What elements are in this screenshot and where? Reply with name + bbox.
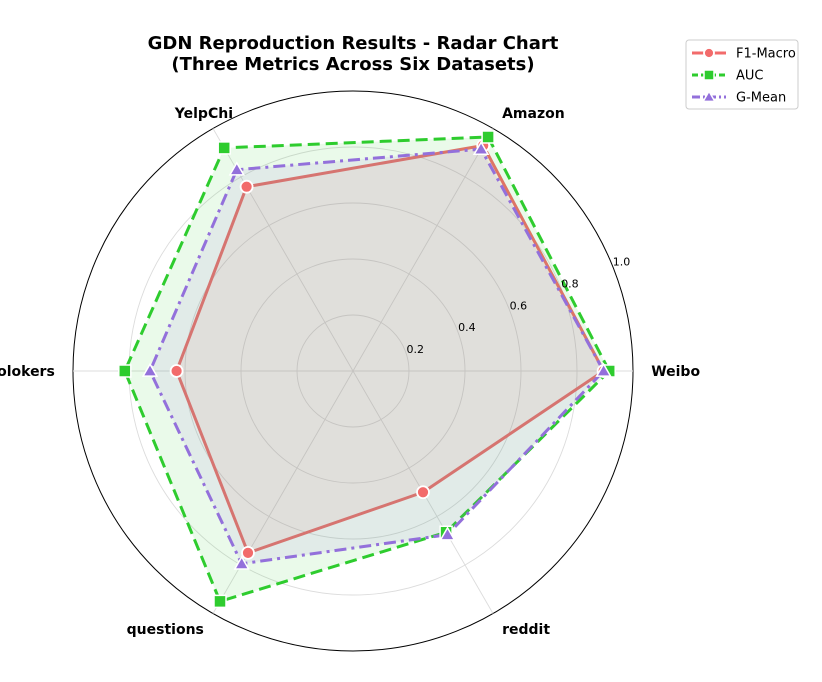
- data-point: [228, 161, 245, 176]
- grid-spoke: [212, 370, 354, 614]
- legend: F1-Macro AUC G-Mean: [685, 39, 799, 110]
- data-point: [481, 130, 495, 144]
- category-label: YelpChi: [174, 106, 233, 122]
- radar-grid: [72, 90, 634, 652]
- grid-spoke: [352, 128, 494, 372]
- data-point: [416, 485, 430, 500]
- legend-marker: [701, 89, 717, 103]
- data-point: [141, 362, 159, 377]
- legend-box: [685, 39, 799, 110]
- category-label: Tolokers: [0, 364, 55, 380]
- series-fill: [124, 137, 610, 602]
- data-point: [595, 362, 612, 377]
- legend-marker: [703, 69, 715, 81]
- category-label: questions: [127, 622, 204, 638]
- radial-tick-label: 0.2: [407, 343, 425, 356]
- radar-series: [118, 130, 616, 609]
- data-point: [239, 179, 254, 194]
- data-point: [213, 594, 227, 609]
- data-point: [118, 364, 132, 378]
- legend-marker: [703, 47, 715, 59]
- data-point: [439, 526, 456, 541]
- chart-title: GDN Reproduction Results - Radar Chart: [148, 33, 559, 54]
- category-label: Amazon: [502, 106, 565, 122]
- category-label: reddit: [502, 622, 550, 638]
- legend-label: F1-Macro: [736, 47, 796, 62]
- radial-tick-label: 0.6: [510, 299, 527, 312]
- data-point: [169, 364, 184, 378]
- data-point: [217, 141, 231, 155]
- series-fill: [176, 145, 604, 553]
- data-point: [233, 555, 250, 570]
- legend-label: AUC: [736, 69, 764, 84]
- radial-tick-label: 0.4: [458, 321, 476, 334]
- radial-tick-label: 1.0: [613, 256, 631, 269]
- data-point: [472, 140, 490, 156]
- radial-tick-label: 0.8: [561, 277, 579, 290]
- data-point: [241, 545, 255, 560]
- chart-subtitle: (Three Metrics Across Six Datasets): [171, 54, 534, 75]
- category-label: Weibo: [651, 364, 700, 380]
- series-fill: [150, 149, 604, 564]
- radar-labels: 0.2 0.4 0.6 0.8 1.0 Weibo Amazon YelpChi Toloker…: [0, 106, 700, 638]
- legend-label: G-Mean: [736, 91, 786, 106]
